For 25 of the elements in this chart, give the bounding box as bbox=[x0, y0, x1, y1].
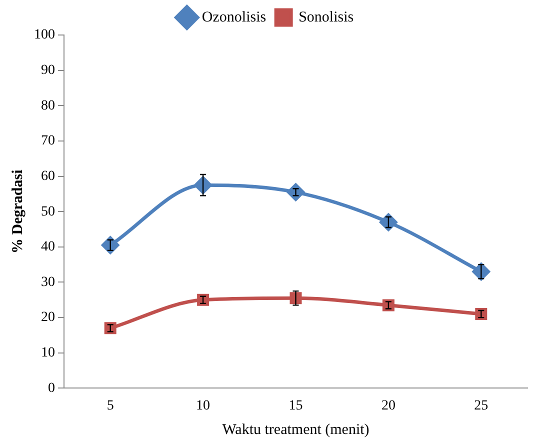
y-tick-label: 60 bbox=[41, 168, 55, 184]
point bbox=[104, 322, 116, 334]
legend-label: Sonolisis bbox=[298, 9, 354, 26]
y-tick-label: 100 bbox=[34, 28, 55, 43]
x-tick-label: 10 bbox=[196, 398, 210, 414]
y-tick-label: 40 bbox=[41, 240, 55, 255]
x-tick-label: 5 bbox=[106, 398, 114, 414]
y-tick-label: 90 bbox=[41, 62, 55, 78]
y-axis-title: % Degradasi bbox=[10, 170, 26, 254]
y-tick-label: 0 bbox=[48, 380, 55, 396]
legend-label: Ozonolisis bbox=[202, 9, 266, 26]
y-tick-label: 70 bbox=[41, 134, 55, 149]
y-tick-label: 20 bbox=[41, 310, 55, 326]
y-tick-label: 50 bbox=[41, 204, 55, 220]
point bbox=[197, 294, 210, 306]
x-tick-label: 15 bbox=[288, 398, 303, 414]
y-tick-label: 10 bbox=[41, 346, 55, 361]
y-tick-label: 30 bbox=[41, 274, 55, 290]
x-tick-label: 20 bbox=[381, 398, 396, 414]
y-tick-label: 80 bbox=[41, 98, 55, 114]
point bbox=[287, 183, 304, 201]
x-tick-label: 25 bbox=[474, 398, 488, 414]
x-axis-title: Waktu treatment (menit) bbox=[222, 422, 370, 438]
point bbox=[475, 308, 488, 320]
point bbox=[382, 299, 394, 312]
